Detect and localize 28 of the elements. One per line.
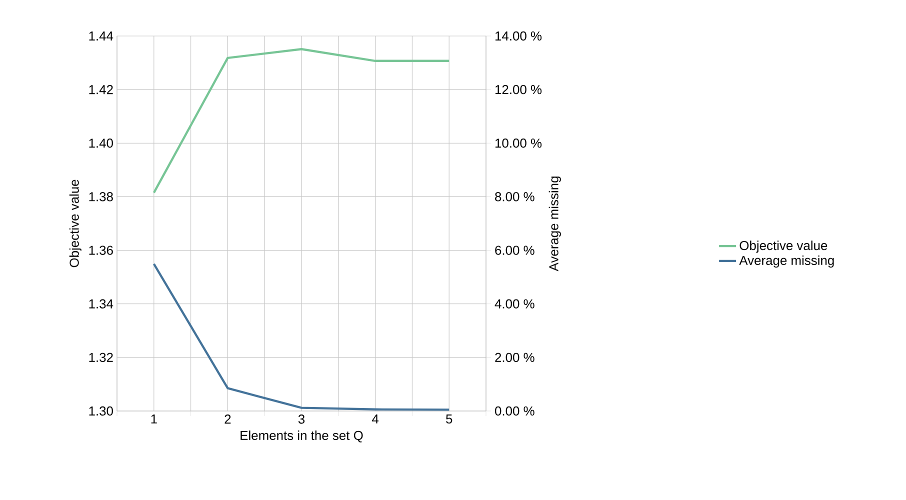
x-tick-label: 1 (151, 414, 157, 424)
y2-tick-label: 8.00 % (495, 192, 534, 202)
line-series (152, 262, 450, 411)
y2-tick-label: 10.00 % (495, 138, 542, 148)
y-tick-label: 1.32 (89, 352, 113, 362)
y-tick-label: 1.40 (89, 138, 113, 148)
y-tick-label: 1.38 (89, 192, 113, 202)
legend-label: Objective value (740, 240, 828, 253)
y2-tick-label: 4.00 % (494, 299, 534, 308)
y-axis-title: Objective value (69, 180, 82, 268)
x-tick-label: 2 (224, 414, 231, 424)
y2-tick-label: 0.00 % (495, 406, 534, 416)
y2-tick-label: 14.00 % (495, 31, 542, 41)
y-tick-label: 1.34 (89, 299, 114, 308)
y2-axis-title: Average missing (548, 176, 561, 272)
y-tick-label: 1.44 (89, 32, 114, 40)
y-tick-label: 1.36 (89, 246, 113, 255)
legend-label: Average missing (739, 255, 834, 268)
y2-tick-label: 12.00 % (495, 84, 542, 94)
line-series (152, 48, 450, 194)
y2-tick-label: 2.00 % (495, 352, 534, 362)
x-tick-label: 4 (372, 414, 379, 424)
y-tick-label: 1.42 (89, 85, 113, 94)
y-tick-label: 1.30 (89, 406, 113, 416)
x-tick-label: 5 (446, 414, 452, 424)
x-axis-title: Elements in the set Q (240, 430, 363, 442)
x-tick-label: 3 (298, 414, 305, 424)
y2-tick-label: 6.00 % (495, 246, 534, 255)
